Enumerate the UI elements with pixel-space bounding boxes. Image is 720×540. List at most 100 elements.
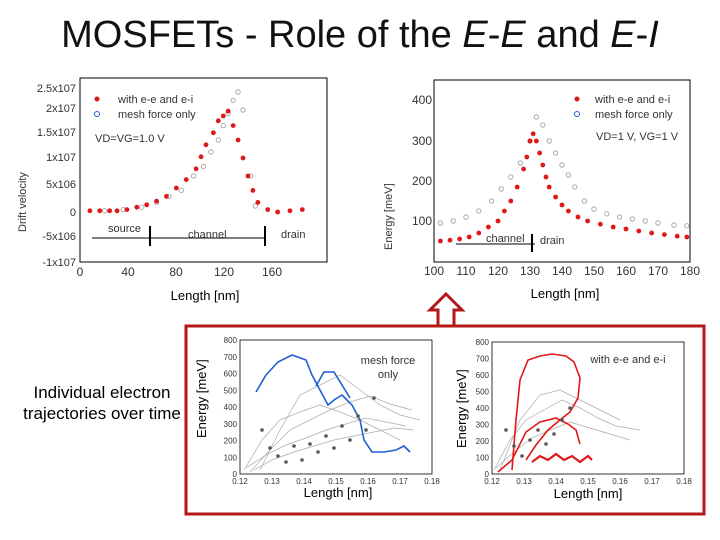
data-point-ee [486, 224, 491, 230]
data-point-mesh [565, 172, 572, 178]
trajectory-dot [340, 424, 344, 428]
trajectory-red [531, 452, 593, 464]
data-point-ee [543, 174, 549, 180]
x-tick-label: 170 [648, 264, 668, 278]
data-point-mesh [437, 220, 443, 226]
x-tick-label: 120 [488, 264, 508, 278]
y-tick-labels: 2.5x107 2x107 1.5x107 1x107 5x106 0 -5x106 -1x1… [37, 83, 76, 269]
trajectory-dot [308, 442, 312, 446]
trajectory-dot [568, 406, 572, 410]
plot-frame [79, 77, 328, 263]
trajectory-blue [255, 354, 411, 453]
data-point-mesh [488, 198, 495, 204]
inset-x-tick: 0.12 [484, 477, 500, 486]
trajectory-dot [544, 442, 548, 446]
data-point-mesh [220, 123, 226, 129]
data-point-mesh [450, 218, 456, 224]
legend-entry-1: with e-e and e-i [594, 94, 670, 106]
region-label-source: source [108, 223, 141, 235]
data-point-mesh [559, 162, 565, 168]
trajectory-dot [276, 454, 280, 458]
x-tick-label: 130 [520, 264, 540, 278]
inset-left-label-1: mesh force [361, 355, 415, 367]
trajectory-dot [520, 454, 524, 458]
inset-right-y-ticks: 800 700 600 500 400 300 200 100 0 [476, 338, 490, 479]
trajectory-dot [284, 460, 288, 464]
data-point-mesh [463, 214, 469, 220]
data-point-ee [553, 194, 558, 200]
data-point-ee [559, 202, 565, 208]
data-point-ee [546, 184, 552, 190]
inset-x-tick: 0.13 [264, 477, 280, 486]
data-point-mesh [616, 214, 623, 220]
trajectory-dot [300, 458, 304, 462]
data-point-ee [245, 173, 251, 179]
x-axis-title: Length [nm] [531, 286, 600, 301]
data-point-mesh [684, 223, 690, 229]
caption-text: Individual electron trajectories over ti… [23, 383, 181, 423]
data-point-ee [527, 138, 533, 144]
inset-y-tick: 200 [476, 437, 490, 446]
trajectory-dot [292, 444, 296, 448]
data-point-ee [265, 207, 271, 213]
inset-y-tick: 0 [485, 470, 490, 479]
data-point-ee [250, 188, 256, 193]
legend-entry-2: mesh force only [118, 109, 196, 121]
data-point-mesh [572, 184, 578, 190]
inset-y-tick: 600 [224, 370, 238, 379]
data-point-ee [575, 214, 581, 220]
trajectory-dot [260, 428, 264, 432]
data-point-ee [198, 154, 204, 160]
x-tick-label: 100 [424, 264, 444, 278]
data-point-ee [566, 208, 571, 214]
annotation-bias: VD=1 V, VG=1 V [596, 131, 679, 143]
trajectory-blue [315, 371, 351, 399]
x-tick-label: 160 [616, 264, 636, 278]
data-point-ee [220, 113, 226, 119]
data-point-ee [495, 218, 501, 224]
trajectory-gray [253, 427, 415, 471]
x-tick-labels: 100 110 120 130 140 150 160 170 180 [424, 264, 700, 278]
data-point-mesh [604, 211, 610, 217]
data-point-ee [240, 155, 246, 161]
data-point-ee [534, 138, 539, 144]
inset-x-tick: 0.13 [516, 477, 532, 486]
inset-x-tick: 0.17 [644, 477, 660, 486]
inset-left-x-ticks: 0.12 0.13 0.14 0.15 0.16 0.17 0.18 [232, 477, 440, 486]
inset-left-x-title: Length [nm] [304, 485, 373, 500]
data-point-ee [684, 234, 690, 240]
data-point-ee [598, 221, 603, 227]
data-point-mesh [200, 163, 207, 169]
data-point-mesh [476, 208, 482, 214]
data-point-ee [275, 209, 280, 215]
inset-left-traces [243, 354, 421, 473]
data-point-ee [210, 130, 216, 136]
inset-x-tick: 0.17 [392, 477, 408, 486]
inset-x-tick: 0.18 [676, 477, 692, 486]
data-point-mesh [230, 97, 236, 104]
inset-y-tick: 500 [224, 386, 238, 395]
trajectory-dot [536, 428, 540, 432]
data-point-ee [502, 208, 507, 214]
data-point-ee [447, 237, 453, 243]
data-point-mesh [252, 203, 258, 209]
y-tick-label: 1.5x107 [37, 127, 76, 139]
data-point-ee [183, 177, 189, 183]
data-point-mesh [139, 204, 145, 210]
y-tick-label: 0 [70, 207, 76, 219]
data-point-mesh [235, 89, 241, 95]
region-label-channel: channel [188, 229, 227, 241]
y-axis-title: Drift velocity [17, 172, 29, 232]
scatter-points [87, 89, 305, 215]
trajectory-dot [372, 396, 376, 400]
inset-y-tick: 700 [476, 355, 490, 364]
inset-x-tick: 0.15 [580, 477, 596, 486]
data-point-mesh [671, 222, 677, 228]
x-tick-label: 160 [262, 265, 282, 279]
trajectory-gray [499, 389, 621, 471]
data-point-ee [114, 208, 120, 214]
annotation-bias: VD=VG=1.0 V [95, 133, 165, 145]
data-point-ee [255, 200, 261, 205]
data-point-mesh [629, 216, 636, 222]
